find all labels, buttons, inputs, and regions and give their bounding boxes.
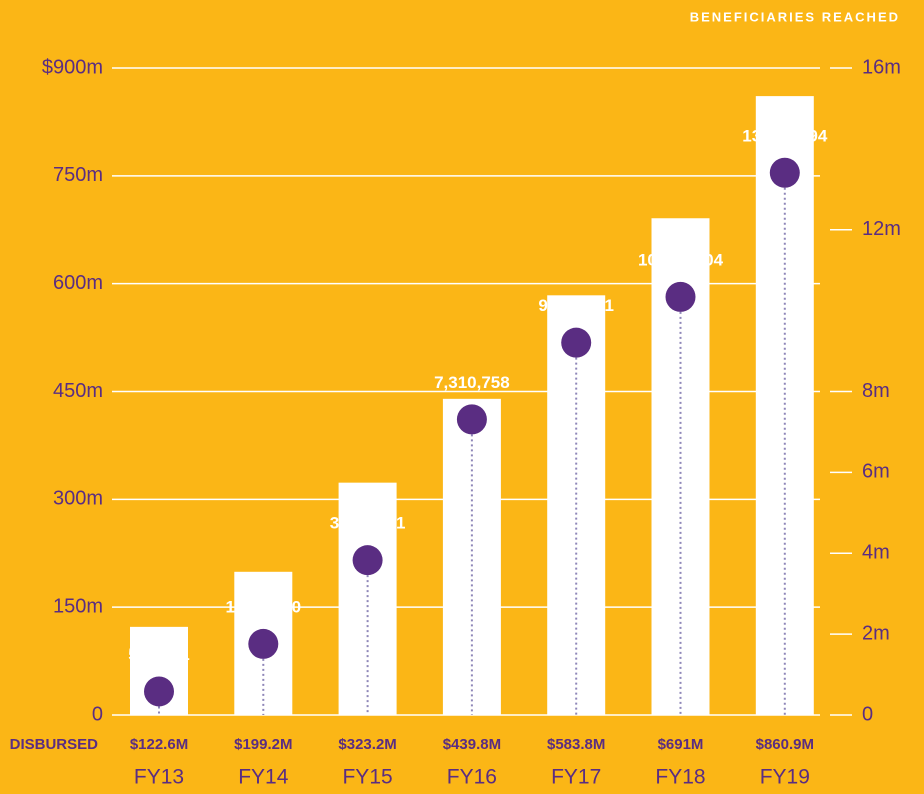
dot xyxy=(456,404,487,435)
bar-value-label: $439.8M xyxy=(443,736,501,753)
x-tick-label: FY19 xyxy=(760,766,810,789)
dot-value-label: 7,310,758 xyxy=(434,373,510,392)
dot-value-label: 13,408,994 xyxy=(742,126,828,145)
dot xyxy=(352,545,383,576)
dot-value-label: 10,340,104 xyxy=(638,250,724,269)
dot xyxy=(665,281,696,312)
y-tick-label: 600m xyxy=(53,272,103,294)
x-tick-label: FY16 xyxy=(447,766,497,789)
y2-tick-label: 4m xyxy=(862,542,890,564)
bar-value-label: $691M xyxy=(658,736,704,753)
y-tick-label: 300m xyxy=(53,488,103,510)
dot xyxy=(248,628,279,659)
y2-tick-label: 0 xyxy=(862,703,873,725)
y-tick-label: 450m xyxy=(53,380,103,402)
y-tick-label: $900m xyxy=(42,56,103,78)
y2-tick-label: 6m xyxy=(862,461,890,483)
y2-tick-label: 8m xyxy=(862,380,890,402)
y-tick-label: 0 xyxy=(92,703,103,725)
y-tick-label: 150m xyxy=(53,595,103,617)
dot-value-label: 582,561 xyxy=(128,645,189,664)
y2-tick-label: 16m xyxy=(862,56,901,78)
bar-value-label: $199.2M xyxy=(234,736,292,753)
x-tick-label: FY14 xyxy=(238,766,289,789)
chart-title: BENEFICIARIES REACHED xyxy=(690,9,900,24)
bar-axis-label: DISBURSED xyxy=(10,736,99,753)
bar-value-label: $122.6M xyxy=(130,736,188,753)
bar-value-label: $860.9M xyxy=(756,736,814,753)
bar-value-label: $323.2M xyxy=(338,736,396,753)
dot-value-label: 3,828,451 xyxy=(330,514,406,533)
dot xyxy=(144,676,174,707)
y2-tick-label: 2m xyxy=(862,622,890,644)
x-tick-label: FY13 xyxy=(134,766,184,789)
dot-value-label: 1,757,470 xyxy=(225,597,301,616)
x-tick-label: FY17 xyxy=(551,766,601,789)
bar xyxy=(442,398,501,715)
x-tick-label: FY18 xyxy=(655,766,705,789)
bar xyxy=(547,295,606,715)
dot-value-label: 9,207,431 xyxy=(538,296,614,315)
dot xyxy=(561,327,592,358)
y-tick-label: 750m xyxy=(53,164,103,186)
y2-tick-label: 12m xyxy=(862,218,901,240)
x-tick-label: FY15 xyxy=(342,766,392,789)
dot xyxy=(769,157,800,188)
bar-value-label: $583.8M xyxy=(547,736,605,753)
